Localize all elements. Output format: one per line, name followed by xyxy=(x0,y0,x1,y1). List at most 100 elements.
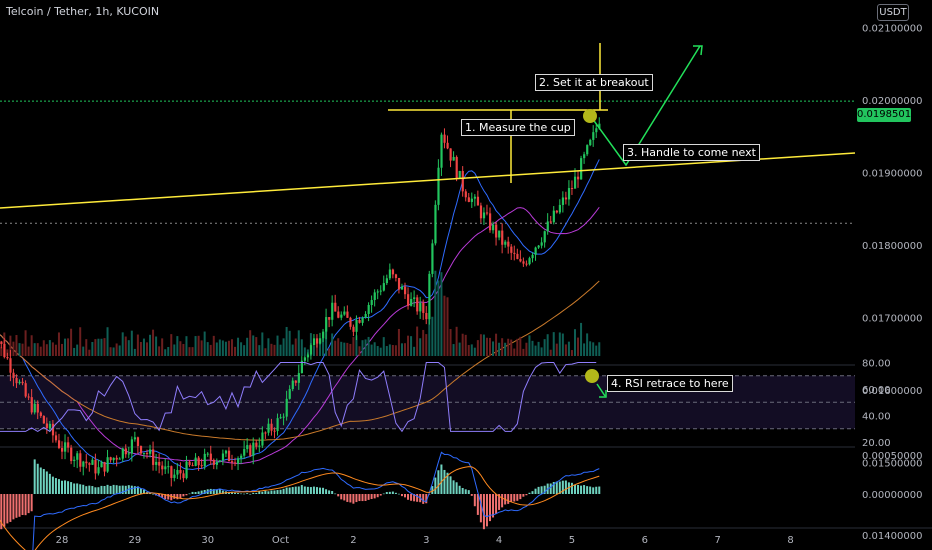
price-tick-label: 0.01800000 xyxy=(862,241,922,252)
macd-histogram-bar xyxy=(467,490,470,494)
macd-histogram-bar xyxy=(476,494,479,515)
macd-histogram-bar xyxy=(498,494,501,510)
candle-body xyxy=(230,461,234,463)
macd-histogram-bar xyxy=(70,482,73,494)
volume-bar xyxy=(100,338,103,356)
candle-body xyxy=(276,418,279,432)
volume-bar xyxy=(76,344,79,356)
volume-bar xyxy=(103,338,106,356)
volume-bar xyxy=(479,334,482,356)
volume-bar xyxy=(12,341,15,356)
macd-histogram-bar xyxy=(555,481,558,494)
candle-body xyxy=(115,457,118,460)
macd-histogram-bar xyxy=(397,493,400,495)
volume-bar xyxy=(464,334,467,356)
volume-bar xyxy=(564,344,567,356)
macd-histogram-bar xyxy=(234,492,237,494)
volume-bar xyxy=(203,331,206,356)
macd-histogram-bar xyxy=(258,491,261,494)
candle-body xyxy=(54,435,58,441)
volume-bar xyxy=(583,343,586,356)
volume-bar xyxy=(488,337,491,356)
volume-bar xyxy=(452,344,455,356)
macd-histogram-bar xyxy=(464,489,467,494)
note-measure-cup[interactable]: 1. Measure the cup xyxy=(461,119,575,136)
candle-body xyxy=(391,269,395,275)
volume-bar xyxy=(355,335,358,356)
volume-bar xyxy=(197,335,200,356)
time-tick-label: 30 xyxy=(201,535,214,546)
volume-bar xyxy=(185,336,188,356)
candle-body xyxy=(267,423,270,433)
macd-histogram-bar xyxy=(230,491,233,494)
candle-body xyxy=(191,465,194,467)
note-set-breakout[interactable]: 2. Set it at breakout xyxy=(535,74,653,91)
candle-body xyxy=(258,445,261,447)
volume-bar xyxy=(394,345,397,356)
macd-histogram-bar xyxy=(218,489,221,494)
trendline xyxy=(0,152,856,209)
macd-histogram-bar xyxy=(358,494,361,502)
candle-body xyxy=(185,461,188,479)
candle-body xyxy=(309,345,313,355)
macd-signal-line xyxy=(0,466,600,550)
candle-body xyxy=(170,466,173,478)
candle-body xyxy=(540,242,543,246)
volume-bar xyxy=(334,340,337,356)
macd-histogram-bar xyxy=(237,493,240,494)
time-tick-label: 8 xyxy=(787,535,793,546)
volume-bar xyxy=(48,340,51,356)
note-handle-next[interactable]: 3. Handle to come next xyxy=(623,144,760,161)
macd-histogram-bar xyxy=(243,493,246,495)
macd-histogram-bar xyxy=(240,493,243,495)
macd-histogram-bar xyxy=(425,494,428,504)
volume-bar xyxy=(142,338,145,356)
candle-body xyxy=(513,252,516,254)
note-rsi-retrace[interactable]: 4. RSI retrace to here xyxy=(607,375,733,392)
volume-bar xyxy=(388,344,391,356)
candle-body xyxy=(212,459,215,465)
macd-histogram-bar xyxy=(30,494,33,512)
macd-histogram-bar xyxy=(376,494,379,498)
candle-body xyxy=(61,447,64,452)
macd-histogram-bar xyxy=(124,485,127,494)
macd-histogram-bar xyxy=(33,459,36,494)
volume-bar xyxy=(42,340,45,356)
candle-body xyxy=(30,397,33,413)
candle-body xyxy=(21,381,24,384)
macd-histogram-bar xyxy=(291,487,294,494)
volume-bar xyxy=(555,343,558,356)
candle-body xyxy=(388,269,392,279)
candle-body xyxy=(589,139,592,146)
candle-body xyxy=(501,230,504,245)
candle-body xyxy=(467,197,470,202)
volume-bar xyxy=(410,336,413,356)
volume-bar xyxy=(598,342,601,356)
volume-bar xyxy=(224,341,227,356)
macd-histogram-bar xyxy=(42,469,45,494)
volume-bar xyxy=(291,344,294,356)
candle-body xyxy=(416,297,419,312)
macd-histogram-bar xyxy=(488,494,491,522)
volume-bar xyxy=(370,344,373,356)
candle-body xyxy=(264,432,267,434)
volume-bar xyxy=(382,337,385,356)
macd-histogram-bar xyxy=(312,486,315,494)
macd-histogram-bar xyxy=(528,492,531,494)
macd-histogram-bar xyxy=(279,489,282,494)
candle-body xyxy=(155,461,158,465)
macd-histogram-bar xyxy=(367,494,370,500)
ma-slow-line xyxy=(0,280,600,441)
macd-histogram-bar xyxy=(12,494,15,520)
rsi-tick-label: 80.00 xyxy=(862,359,891,370)
macd-histogram-bar xyxy=(437,470,440,494)
volume-bar xyxy=(473,347,476,356)
macd-histogram-bar xyxy=(391,491,394,494)
macd-histogram-bar xyxy=(325,489,328,494)
macd-histogram-bar xyxy=(519,494,522,500)
candle-body xyxy=(352,326,355,332)
currency-badge[interactable]: USDT xyxy=(877,4,909,21)
projection-path xyxy=(591,45,701,167)
macd-histogram-bar xyxy=(416,494,419,502)
